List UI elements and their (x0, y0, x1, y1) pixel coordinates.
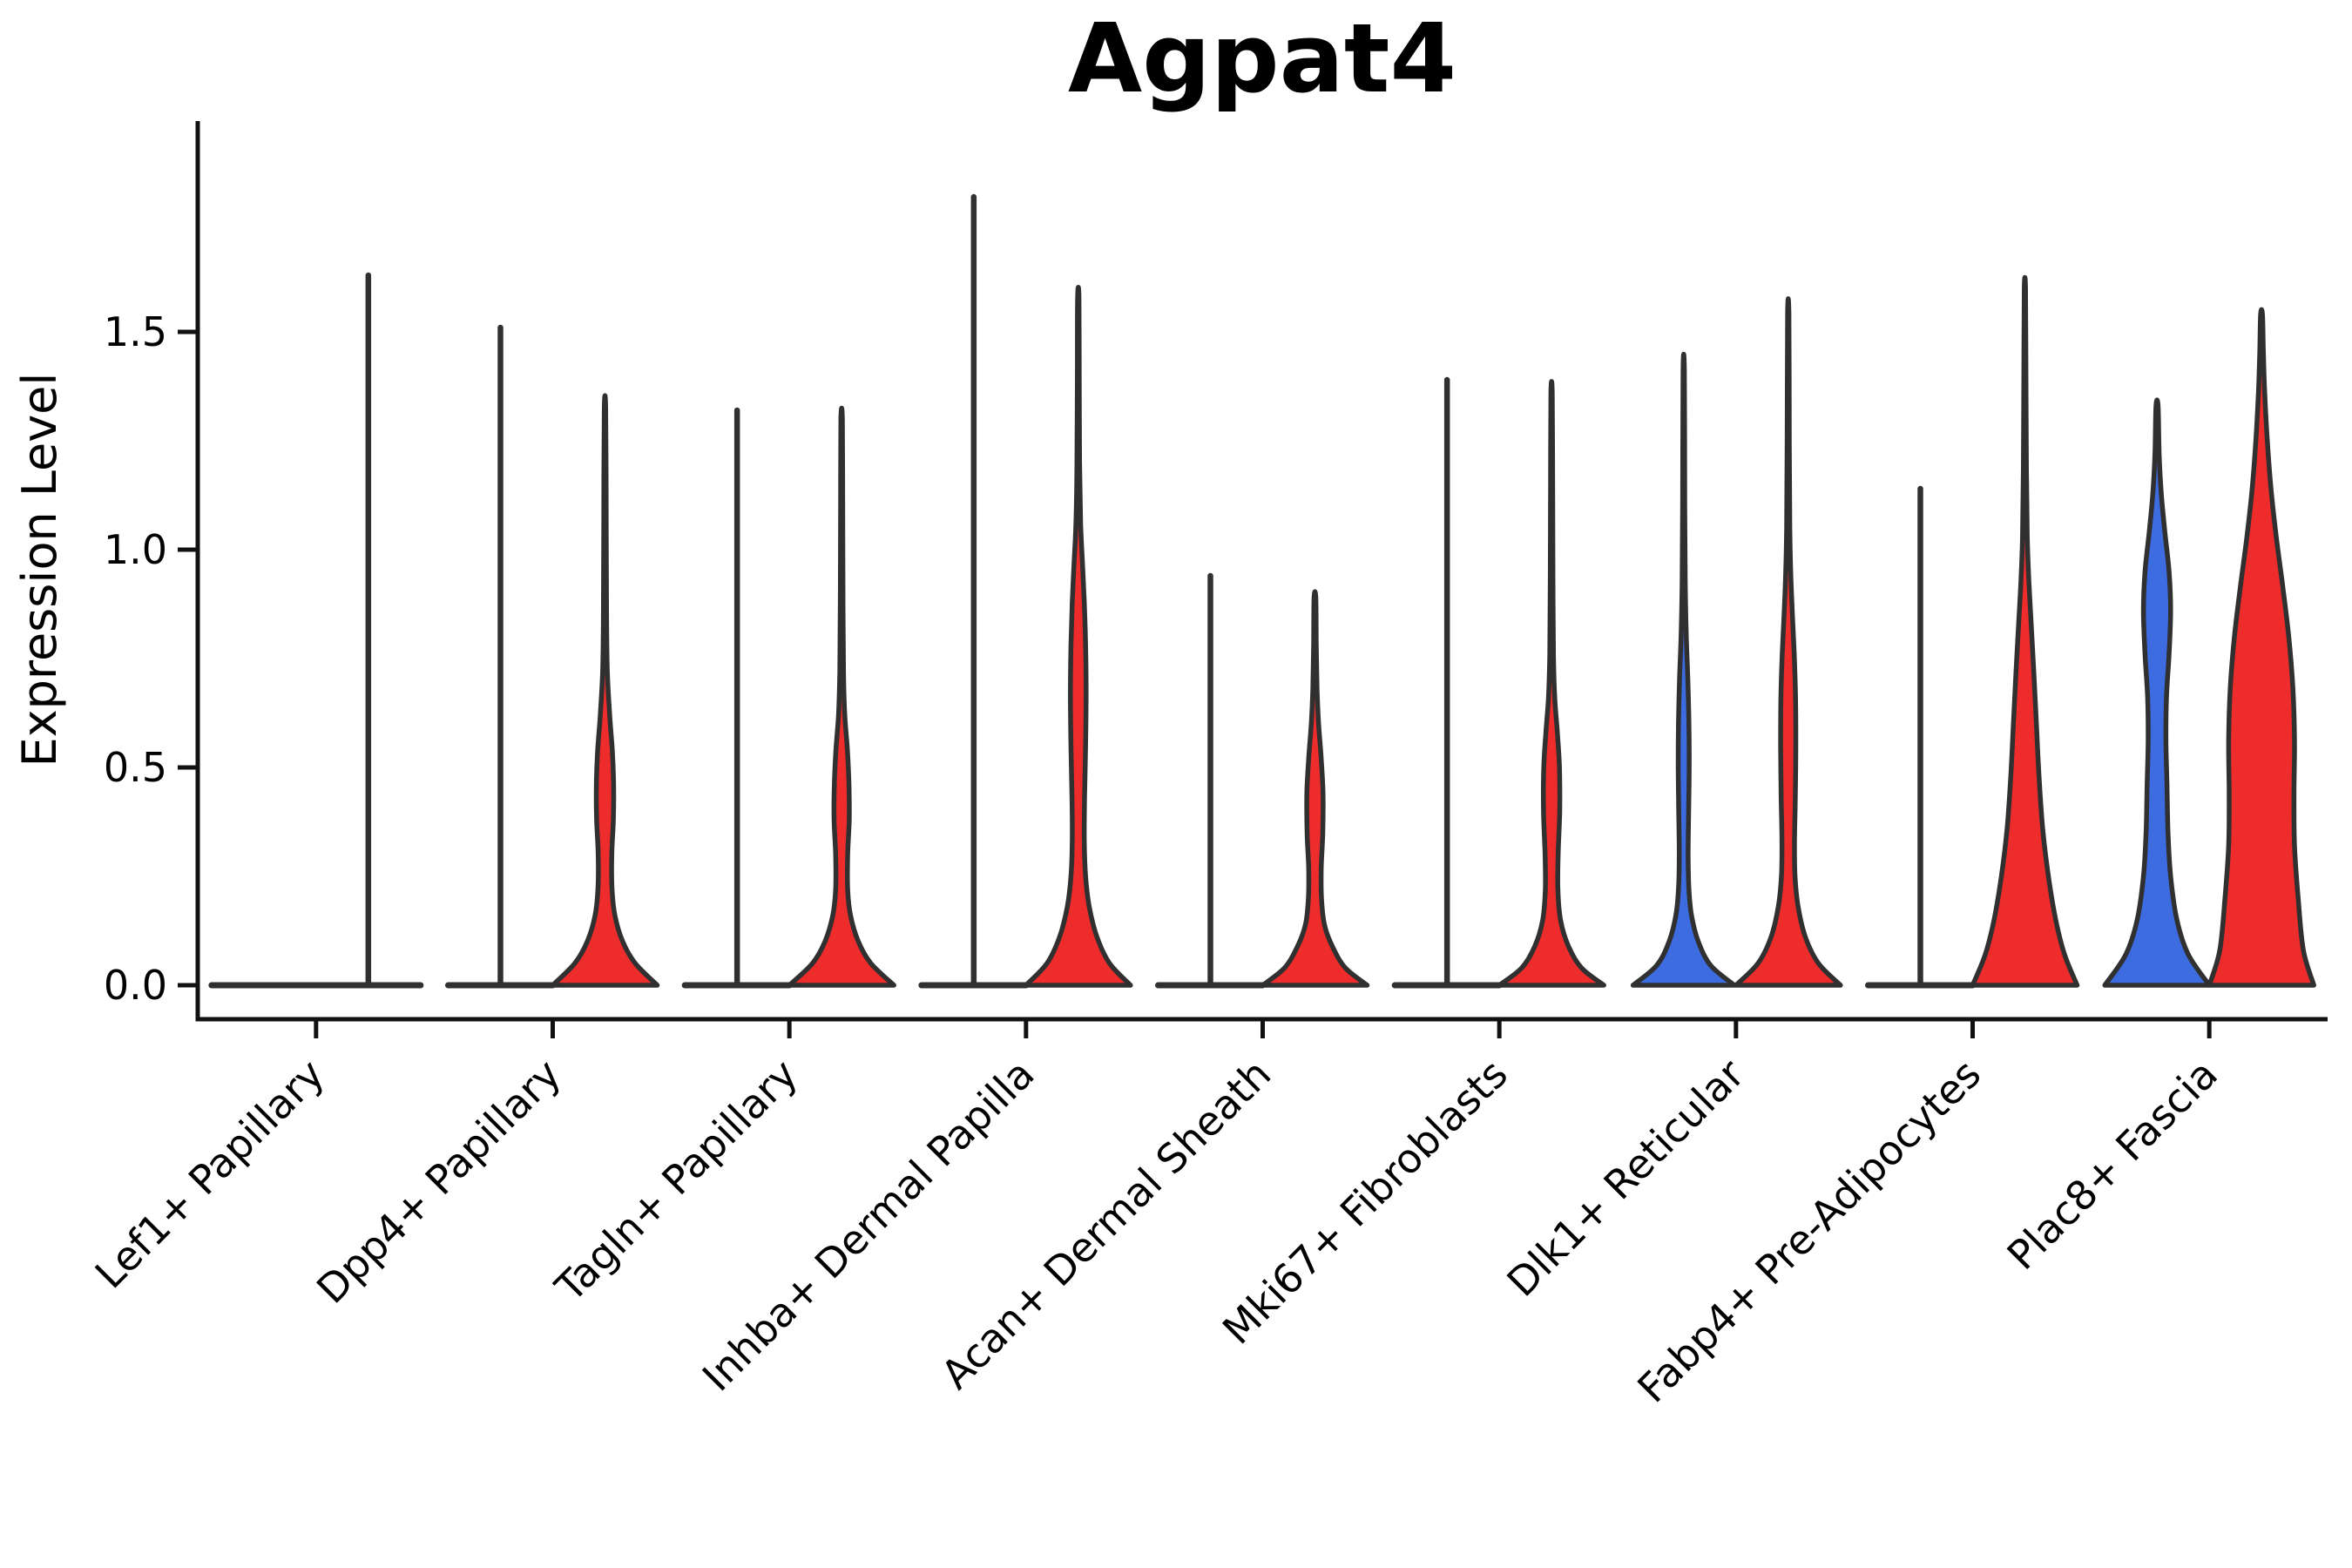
y-tick-label-0.5: 0.5 (104, 744, 167, 791)
chart-title: Agpat4 (1068, 3, 1456, 114)
x-tick-label-lef1-papillary: Lef1+ Papillary (86, 1051, 334, 1298)
y-tick-label-1.0: 1.0 (104, 526, 167, 573)
x-tick-label-dpp4-papillary: Dpp4+ Papillary (308, 1051, 570, 1313)
violin-fabp4-pre-adipocytes-group2 (1970, 274, 2080, 988)
violin-tagln-papillary-group2 (787, 405, 896, 988)
violin-plac8-fascia-group2 (2207, 307, 2316, 988)
violin-inhba-dermal-papilla-group2 (1024, 285, 1133, 988)
violin-dlk1-reticular-group1 (1630, 351, 1737, 988)
violin-acan-dermal-sheath-group2 (1260, 589, 1370, 988)
y-tick-label-0.0: 0.0 (104, 962, 167, 1009)
violin-plac8-fascia-group1 (2102, 397, 2212, 988)
y-axis-label: Expression Level (12, 373, 67, 767)
violin-mki67-fibroblasts-group2 (1497, 379, 1606, 988)
violin-dpp4-papillary-group2 (550, 393, 660, 988)
y-tick-label-1.5: 1.5 (104, 308, 167, 355)
x-tick-label-dlk1-reticular: Dlk1+ Reticular (1497, 1051, 1753, 1306)
x-tick-label-plac8-fascia: Plac8+ Fascia (1998, 1051, 2227, 1279)
y-axis-ticks: 0.0 0.5 1.0 1.5 (104, 308, 198, 1009)
x-tick-label-tagln-papillary: Tagln+ Papillary (545, 1051, 807, 1312)
violins-layer (208, 193, 2316, 989)
violin-dlk1-reticular-group2 (1734, 296, 1843, 988)
